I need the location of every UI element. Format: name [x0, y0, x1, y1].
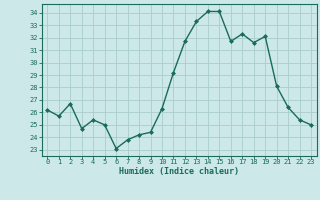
X-axis label: Humidex (Indice chaleur): Humidex (Indice chaleur)	[119, 167, 239, 176]
